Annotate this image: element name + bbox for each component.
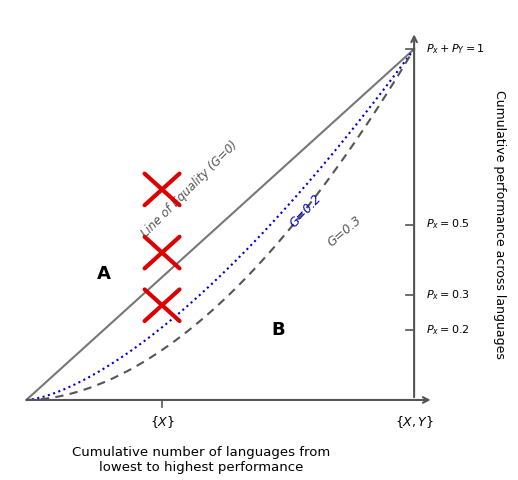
Text: $\{X\}$: $\{X\}$ (150, 414, 175, 430)
Text: $\{X, Y\}$: $\{X, Y\}$ (395, 414, 434, 430)
Text: $P_x=0.3$: $P_x=0.3$ (426, 288, 470, 301)
Text: $P_x+P_Y=1$: $P_x+P_Y=1$ (426, 42, 484, 56)
Text: G=0.2: G=0.2 (287, 192, 324, 229)
Text: Line of Equality (G=0): Line of Equality (G=0) (138, 139, 240, 240)
Text: $P_x=0.5$: $P_x=0.5$ (426, 217, 470, 231)
Text: $P_x=0.2$: $P_x=0.2$ (426, 323, 469, 336)
Text: A: A (97, 264, 111, 283)
Text: B: B (271, 321, 285, 339)
Text: G=0.3: G=0.3 (325, 214, 364, 250)
Text: Cumulative performance across languages: Cumulative performance across languages (493, 90, 506, 359)
Text: Cumulative number of languages from
lowest to highest performance: Cumulative number of languages from lowe… (71, 445, 330, 474)
